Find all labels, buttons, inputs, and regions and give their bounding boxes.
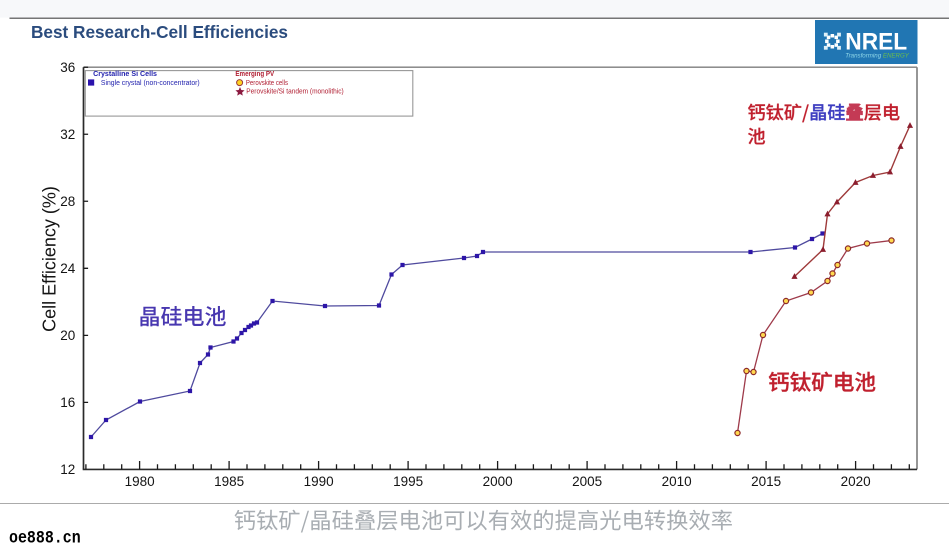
svg-text:Perovskite/Si tandem (monolith: Perovskite/Si tandem (monolithic) (246, 89, 343, 96)
svg-text:2020: 2020 (841, 474, 871, 489)
svg-text:Single crystal (non-concentrat: Single crystal (non-concentrator) (101, 80, 200, 87)
svg-text:1985: 1985 (214, 474, 244, 489)
svg-text:Crystalline Si Cells: Crystalline Si Cells (93, 69, 157, 78)
svg-text:36: 36 (60, 60, 75, 75)
svg-text:1995: 1995 (393, 474, 423, 489)
svg-text:NREL: NREL (845, 28, 907, 55)
svg-text:28: 28 (60, 194, 75, 209)
svg-text:1990: 1990 (304, 474, 334, 489)
svg-text:1980: 1980 (125, 474, 155, 489)
svg-text:16: 16 (60, 395, 75, 410)
svg-text:2005: 2005 (572, 474, 602, 489)
svg-text:Perovskite cells: Perovskite cells (246, 80, 289, 87)
svg-text:20: 20 (60, 328, 75, 343)
svg-text:24: 24 (60, 261, 76, 276)
svg-text:oe888.cn: oe888.cn (9, 527, 81, 548)
svg-text:12: 12 (60, 462, 75, 477)
svg-text:Best Research-Cell Efficiencie: Best Research-Cell Efficiencies (31, 22, 288, 42)
svg-text:Emerging PV: Emerging PV (235, 69, 274, 78)
svg-text:2000: 2000 (483, 474, 513, 489)
svg-text:Transforming ENERGY: Transforming ENERGY (845, 53, 909, 60)
svg-text:2010: 2010 (662, 474, 692, 489)
svg-text:2015: 2015 (751, 474, 781, 489)
svg-text:Cell Efficiency (%): Cell Efficiency (%) (40, 186, 60, 332)
svg-text:32: 32 (60, 127, 75, 142)
